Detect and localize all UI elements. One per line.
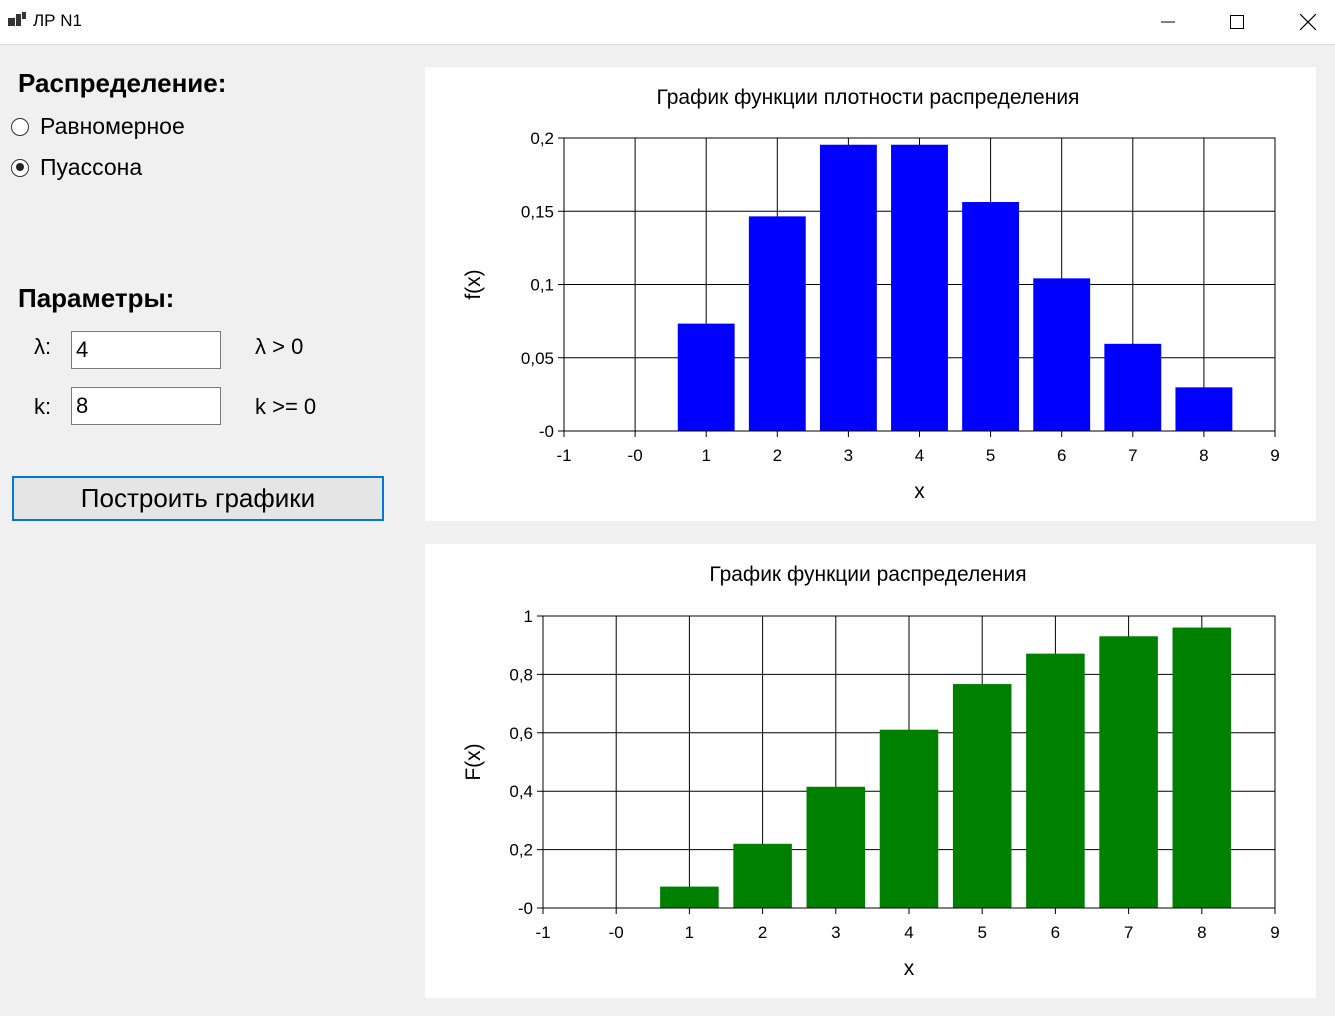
density-chart-panel: График функции плотности распределения -1… — [425, 67, 1316, 521]
minimize-button[interactable] — [1145, 0, 1191, 44]
k-label: k: — [34, 394, 52, 419]
bar — [733, 843, 792, 908]
x-tick-label: 3 — [831, 923, 840, 942]
lambda-input[interactable] — [71, 331, 221, 369]
density-chart: График функции плотности распределения -1… — [462, 86, 1280, 503]
y-tick-label: -0 — [539, 422, 554, 441]
plot-frame — [542, 615, 1276, 909]
y-tick-label: -0 — [518, 899, 533, 918]
maximize-icon — [1230, 15, 1244, 29]
x-tick-label: 2 — [758, 923, 767, 942]
maximize-button[interactable] — [1214, 0, 1260, 44]
x-tick-label: 5 — [986, 446, 995, 465]
k-input[interactable] — [71, 387, 221, 425]
bar — [962, 202, 1020, 431]
x-tick-label: 9 — [1270, 446, 1279, 465]
x-tick-label: 3 — [844, 446, 853, 465]
x-tick-label: 5 — [977, 923, 986, 942]
bar — [1033, 278, 1091, 431]
lambda-label: λ: — [34, 334, 52, 359]
x-tick-label: -0 — [628, 446, 643, 465]
x-tick-label: 9 — [1270, 923, 1279, 942]
y-tick-label: 0,2 — [509, 841, 533, 860]
x-tick-label: 1 — [685, 923, 694, 942]
x-tick-label: 6 — [1051, 923, 1060, 942]
y-axis-label: f(x) — [462, 269, 485, 299]
radio-poisson[interactable]: Пуассона — [11, 154, 142, 181]
y-axis-label: F(x) — [462, 743, 485, 780]
bar — [891, 144, 948, 431]
x-tick-label: 7 — [1124, 923, 1133, 942]
x-tick-label: -1 — [556, 446, 571, 465]
cdf-chart: График функции распределения-1 -0 1 2 3 4 5 6 7 8… — [462, 563, 1280, 980]
y-tick-label: 1 — [524, 607, 533, 626]
radio-uniform-label: Равномерное — [40, 113, 185, 139]
bar — [806, 786, 866, 908]
bar — [677, 323, 735, 431]
x-tick-label: 8 — [1199, 446, 1208, 465]
bar — [952, 684, 1012, 908]
x-tick-label: 4 — [904, 923, 913, 942]
y-tick-label: 0,8 — [509, 665, 533, 684]
y-tick-label: 0,6 — [509, 724, 533, 743]
app-icon — [8, 12, 26, 26]
x-tick-label: -0 — [609, 923, 624, 942]
title-bar: ЛР N1 — [0, 0, 1335, 45]
x-tick-label: 4 — [915, 446, 924, 465]
radio-uniform-circle[interactable] — [11, 117, 29, 136]
x-tick-label: -1 — [535, 923, 550, 942]
x-axis-label: x — [904, 957, 915, 980]
radio-uniform[interactable]: Равномерное — [11, 113, 185, 140]
cdf-chart-panel: График функции распределения -1 -0 1 2 3 4 5 6 7 8… — [425, 544, 1316, 998]
lambda-hint: λ > 0 — [255, 334, 304, 359]
x-tick-label: 6 — [1057, 446, 1066, 465]
x-tick-label: 7 — [1128, 446, 1137, 465]
build-charts-button[interactable]: Построить графики — [12, 476, 384, 521]
params-heading: Параметры: — [18, 283, 175, 313]
y-tick-label: 0,4 — [509, 782, 533, 801]
bar — [1104, 343, 1162, 431]
y-tick-label: 0,05 — [521, 349, 554, 368]
x-tick-label: 8 — [1197, 923, 1206, 942]
radio-poisson-circle[interactable] — [11, 158, 29, 177]
bar — [748, 216, 806, 431]
x-tick-label: 2 — [773, 446, 782, 465]
y-tick-label: 0,2 — [530, 129, 554, 148]
bar — [660, 886, 719, 908]
close-icon — [1300, 14, 1316, 30]
x-tick-label: 1 — [701, 446, 710, 465]
window-title: ЛР N1 — [33, 11, 82, 30]
minimize-icon — [1161, 21, 1175, 23]
bar — [1172, 627, 1232, 908]
bar — [1099, 636, 1158, 908]
y-tick-label: 0,15 — [521, 202, 554, 221]
bar — [879, 729, 939, 908]
k-hint: k >= 0 — [255, 394, 317, 419]
bar — [1175, 387, 1233, 431]
bar — [819, 144, 877, 431]
distribution-heading: Распределение: — [18, 68, 227, 98]
bar — [1026, 653, 1085, 908]
x-axis-label: x — [914, 480, 925, 503]
plot-frame — [563, 137, 1276, 432]
radio-poisson-label: Пуассона — [40, 154, 143, 180]
chart-title: График функции распределения — [709, 563, 1026, 586]
close-button[interactable] — [1285, 0, 1331, 44]
y-tick-label: 0,1 — [530, 276, 554, 295]
chart-title: График функции плотности распределения — [657, 86, 1080, 109]
